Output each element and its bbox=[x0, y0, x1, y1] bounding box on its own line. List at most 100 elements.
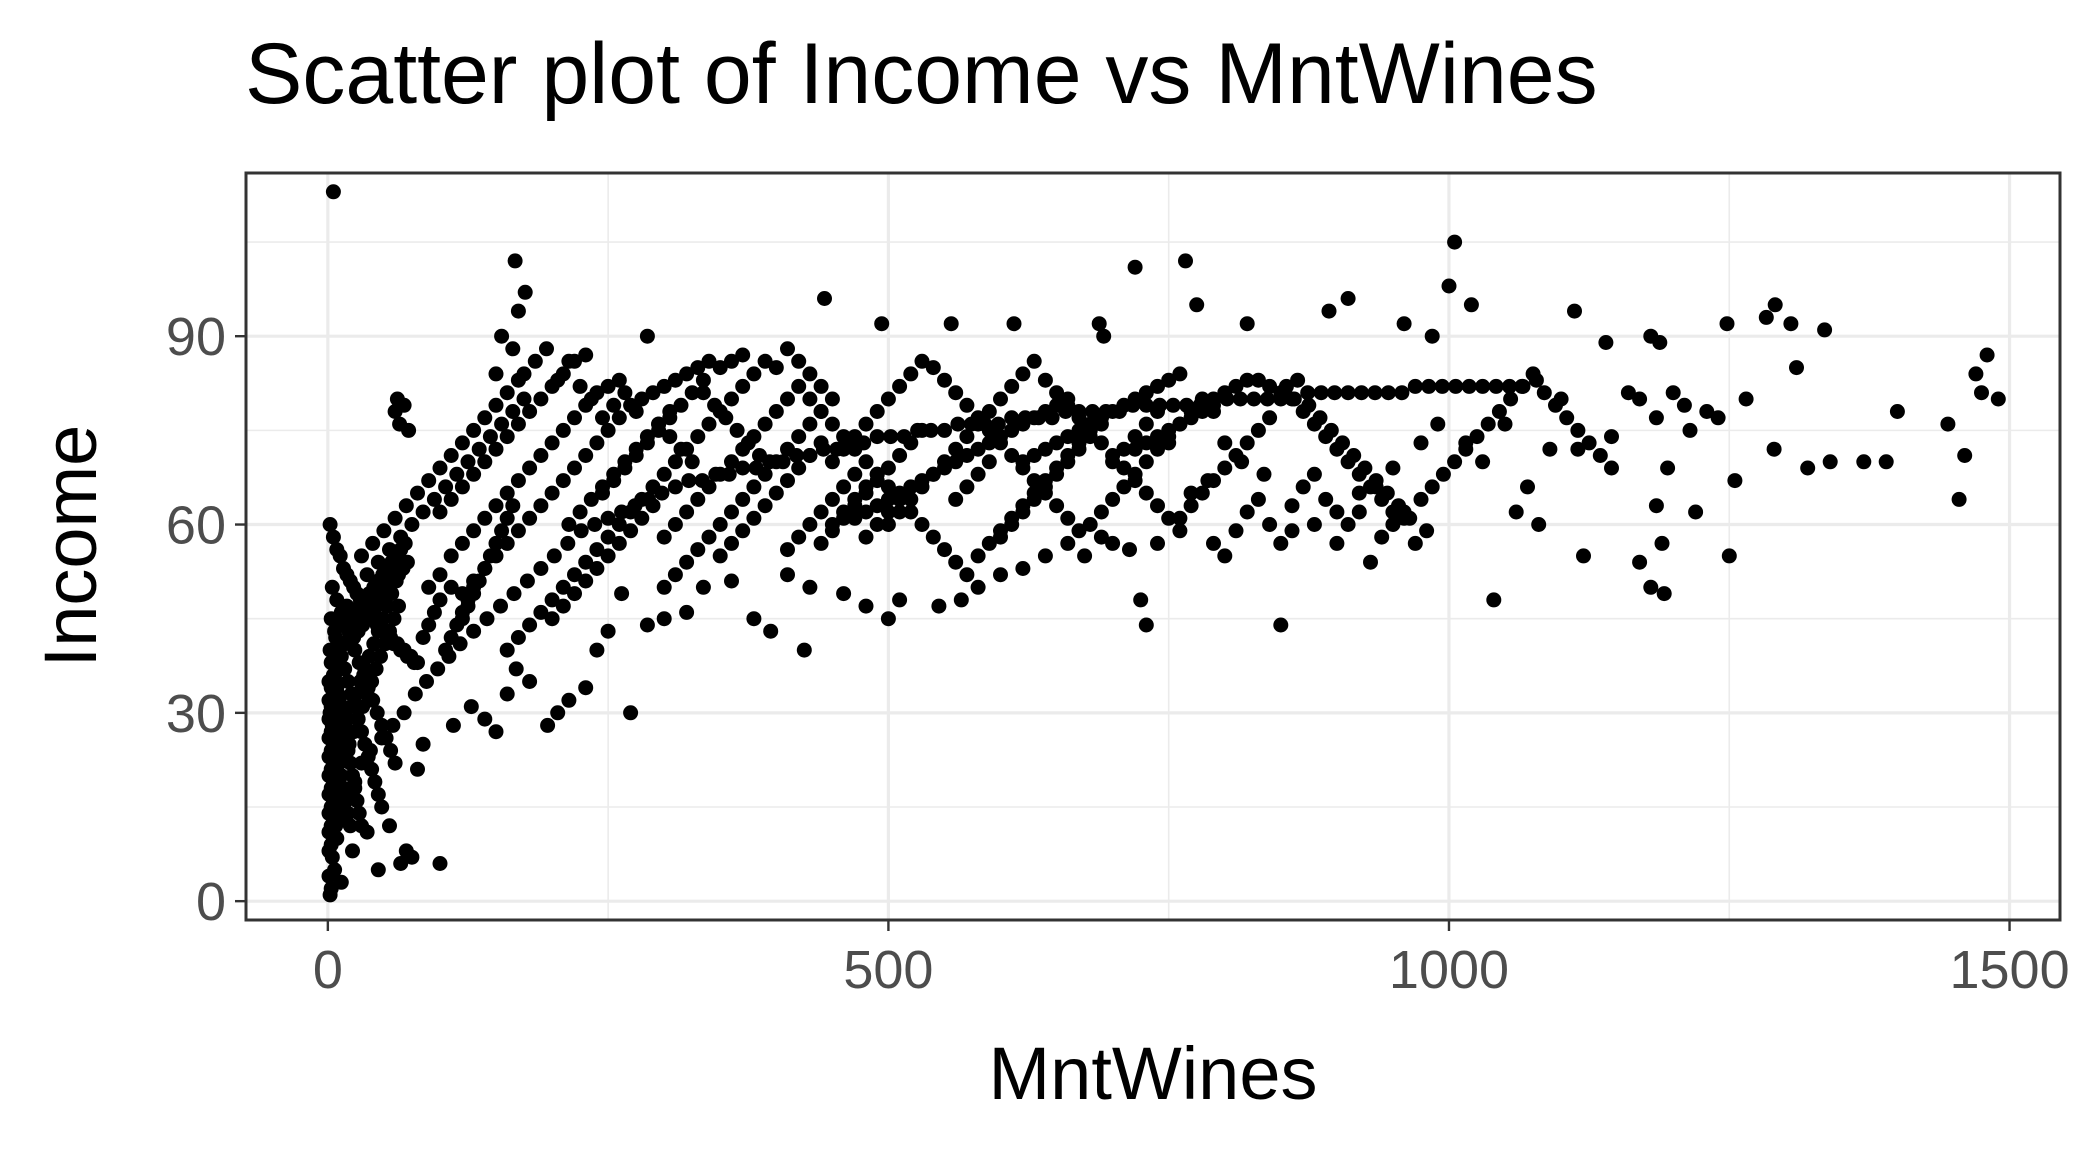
scatter-point bbox=[1301, 397, 1317, 413]
scatter-point bbox=[724, 573, 739, 589]
scatter-point bbox=[1161, 435, 1177, 451]
scatter-point bbox=[892, 448, 908, 463]
scatter-point bbox=[1189, 297, 1205, 313]
scatter-point bbox=[589, 542, 605, 558]
scatter-point bbox=[780, 567, 795, 583]
scatter-point bbox=[375, 611, 391, 627]
scatter-point bbox=[914, 353, 930, 369]
scatter-point bbox=[1363, 554, 1378, 570]
scatter-point bbox=[735, 523, 751, 539]
scatter-point bbox=[970, 579, 986, 595]
scatter-point bbox=[606, 466, 622, 482]
scatter-point bbox=[479, 611, 495, 627]
scatter-point bbox=[1239, 316, 1255, 332]
scatter-point bbox=[1183, 410, 1199, 426]
scatter-point bbox=[522, 674, 538, 689]
scatter-point bbox=[1206, 535, 1221, 551]
scatter-point bbox=[1026, 473, 1042, 489]
scatter-point bbox=[454, 535, 470, 551]
scatter-point bbox=[611, 372, 627, 388]
scatter-point bbox=[1974, 385, 1989, 401]
scatter-point bbox=[432, 592, 448, 608]
scatter-point bbox=[360, 749, 376, 765]
scatter-point bbox=[443, 491, 459, 507]
scatter-point bbox=[396, 705, 412, 721]
scatter-point bbox=[516, 366, 532, 382]
scatter-point bbox=[1878, 454, 1894, 470]
scatter-point bbox=[560, 535, 576, 551]
scatter-point bbox=[533, 498, 549, 514]
scatter-point bbox=[533, 561, 549, 576]
scatter-point bbox=[1968, 366, 1984, 382]
scatter-point bbox=[325, 184, 341, 200]
scatter-point bbox=[1434, 378, 1450, 394]
scatter-point bbox=[340, 674, 356, 689]
scatter-point bbox=[847, 498, 863, 514]
scatter-point bbox=[679, 504, 695, 520]
scatter-point bbox=[466, 466, 482, 482]
scatter-point bbox=[1049, 498, 1065, 514]
scatter-point bbox=[555, 598, 571, 614]
scatter-point bbox=[1475, 378, 1491, 394]
scatter-point bbox=[1648, 498, 1664, 514]
scatter-point bbox=[824, 523, 840, 539]
scatter-point bbox=[488, 441, 504, 457]
scatter-point bbox=[419, 674, 434, 689]
scatter-point bbox=[1951, 491, 1967, 507]
scatter-point bbox=[1150, 535, 1165, 551]
scatter-point bbox=[623, 523, 639, 539]
scatter-point bbox=[415, 504, 431, 520]
scatter-point bbox=[802, 448, 818, 463]
scatter-point bbox=[673, 441, 689, 457]
scatter-point bbox=[1502, 378, 1517, 394]
scatter-point bbox=[667, 517, 683, 532]
scatter-point bbox=[729, 422, 745, 438]
scatter-point bbox=[494, 523, 510, 539]
scatter-point bbox=[1026, 353, 1042, 369]
y-tick-label: 30 bbox=[166, 684, 226, 744]
scatter-point bbox=[1497, 416, 1513, 432]
scatter-point bbox=[959, 429, 975, 445]
scatter-point bbox=[1520, 479, 1535, 495]
scatter-point bbox=[1979, 347, 1995, 363]
scatter-point bbox=[880, 517, 896, 532]
scatter-point bbox=[477, 410, 493, 426]
scatter-point bbox=[681, 473, 697, 489]
scatter-point bbox=[366, 636, 382, 652]
scatter-point bbox=[847, 429, 863, 445]
scatter-point bbox=[690, 491, 706, 507]
scatter-point bbox=[1327, 385, 1343, 401]
scatter-point bbox=[1652, 335, 1668, 350]
scatter-point bbox=[1228, 378, 1244, 394]
scatter-point bbox=[1259, 391, 1275, 407]
scatter-point bbox=[667, 454, 683, 470]
scatter-point bbox=[931, 598, 947, 614]
scatter-point bbox=[1374, 529, 1390, 545]
scatter-point bbox=[1321, 303, 1337, 319]
scatter-point bbox=[410, 485, 425, 501]
scatter-point bbox=[1183, 485, 1199, 501]
scatter-point bbox=[499, 642, 515, 658]
scatter-point bbox=[539, 341, 554, 357]
scatter-point bbox=[367, 774, 383, 790]
scatter-point bbox=[858, 454, 874, 470]
scatter-point bbox=[1514, 378, 1530, 394]
scatter-point bbox=[1127, 441, 1143, 457]
scatter-point bbox=[1049, 397, 1065, 413]
scatter-point bbox=[1228, 523, 1244, 539]
scatter-point bbox=[757, 353, 773, 369]
scatter-point bbox=[1598, 335, 1614, 350]
scatter-point bbox=[656, 611, 672, 627]
scatter-point bbox=[346, 724, 362, 740]
scatter-point bbox=[1351, 485, 1367, 501]
scatter-point bbox=[1448, 378, 1464, 394]
scatter-point bbox=[1475, 454, 1491, 470]
scatter-point bbox=[1447, 234, 1463, 250]
scatter-point bbox=[1250, 372, 1266, 388]
scatter-point bbox=[432, 567, 448, 583]
scatter-point bbox=[550, 705, 566, 721]
scatter-point bbox=[505, 498, 521, 514]
y-axis-ticks: 0 30 60 90 bbox=[166, 307, 246, 932]
scatter-point bbox=[679, 604, 695, 620]
